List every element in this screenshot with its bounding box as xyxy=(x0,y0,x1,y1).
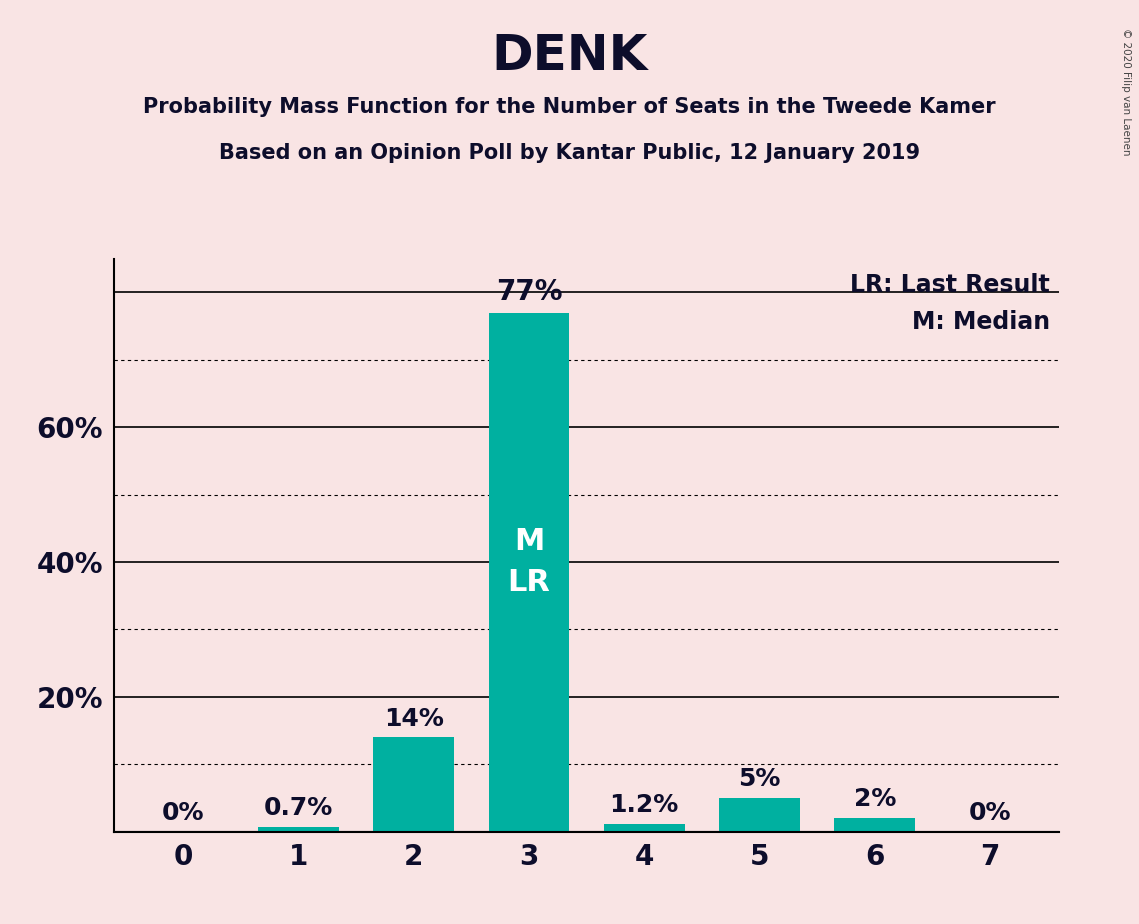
Text: 1.2%: 1.2% xyxy=(609,793,679,817)
Text: 14%: 14% xyxy=(384,707,443,731)
Text: M: Median: M: Median xyxy=(911,310,1050,334)
Text: M
LR: M LR xyxy=(508,528,550,597)
Text: 77%: 77% xyxy=(495,278,563,306)
Text: 0%: 0% xyxy=(969,801,1011,825)
Text: 2%: 2% xyxy=(853,787,896,811)
Bar xyxy=(719,798,800,832)
Bar xyxy=(489,312,570,832)
Bar xyxy=(259,827,338,832)
Text: Based on an Opinion Poll by Kantar Public, 12 January 2019: Based on an Opinion Poll by Kantar Publi… xyxy=(219,143,920,164)
Text: © 2020 Filip van Laenen: © 2020 Filip van Laenen xyxy=(1121,28,1131,155)
Bar xyxy=(835,818,915,832)
Text: 0.7%: 0.7% xyxy=(264,796,333,821)
Text: 0%: 0% xyxy=(162,801,204,825)
Text: LR: Last Result: LR: Last Result xyxy=(850,274,1050,297)
Text: Probability Mass Function for the Number of Seats in the Tweede Kamer: Probability Mass Function for the Number… xyxy=(144,97,995,117)
Text: DENK: DENK xyxy=(491,32,648,80)
Bar xyxy=(604,823,685,832)
Text: 5%: 5% xyxy=(738,767,780,791)
Bar xyxy=(374,737,454,832)
